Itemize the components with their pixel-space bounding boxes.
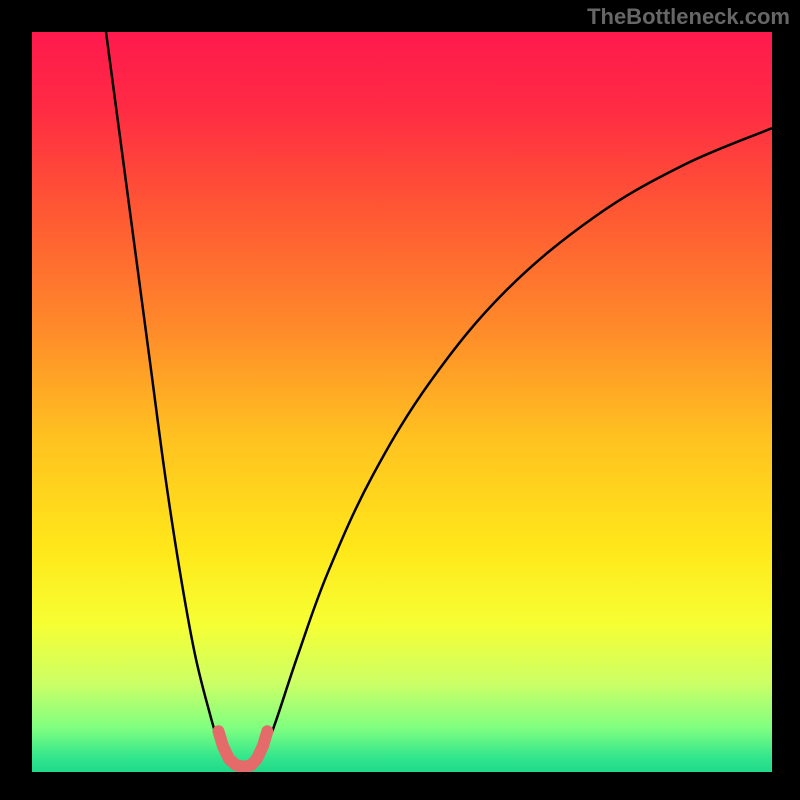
curve-right-branch [258, 128, 772, 764]
valley-marker [218, 731, 267, 767]
curve-left-branch [106, 32, 228, 765]
watermark-text: TheBottleneck.com [587, 4, 790, 30]
curve-layer [32, 32, 772, 772]
plot-area [32, 32, 772, 772]
chart-container: TheBottleneck.com [0, 0, 800, 800]
